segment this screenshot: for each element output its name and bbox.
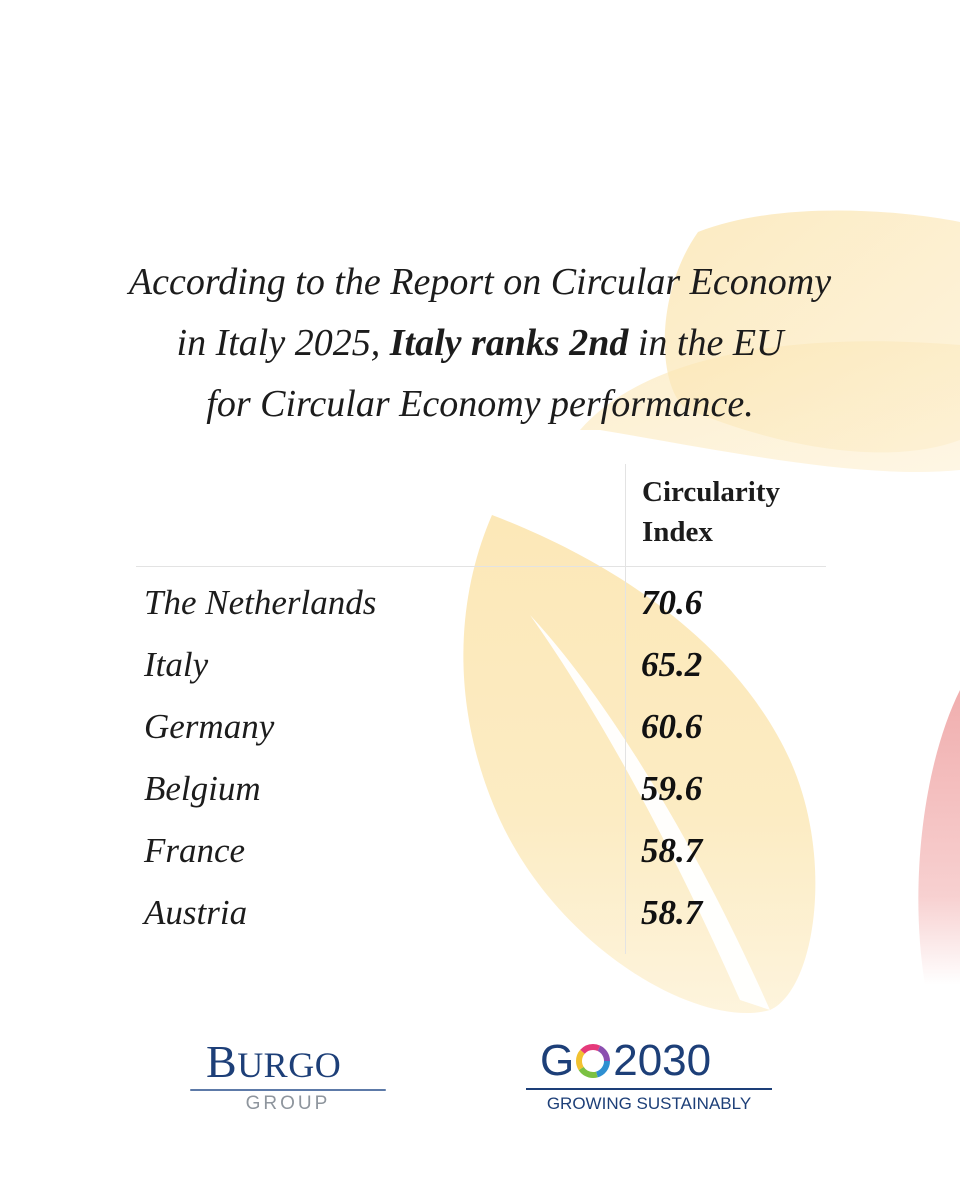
country-name: Austria (144, 893, 248, 932)
circularity-score: 65.2 (641, 645, 703, 684)
go2030-tagline: GROWING SUSTAINABLY (546, 1094, 752, 1113)
country-name: Germany (144, 707, 275, 746)
country-name: France (144, 831, 246, 870)
circularity-table: Circularity Index The Netherlands 70.6 I… (136, 464, 826, 954)
table-row: Belgium 59.6 (136, 758, 826, 820)
table-row: The Netherlands 70.6 (136, 572, 826, 634)
burgo-rest: URGO (237, 1045, 342, 1085)
go2030-number: 2030 (613, 1036, 712, 1085)
circularity-score: 70.6 (641, 583, 703, 622)
circularity-score: 58.7 (641, 831, 703, 870)
column-header-line-2: Index (642, 516, 713, 548)
table-row: Italy 65.2 (136, 634, 826, 696)
table-row: Germany 60.6 (136, 696, 826, 758)
headline-line-2-pre: in Italy 2025, (176, 322, 390, 364)
headline-line-2: in Italy 2025, Italy ranks 2nd in the EU (90, 313, 870, 374)
circularity-score: 60.6 (641, 707, 703, 746)
circularity-score: 59.6 (641, 769, 703, 808)
burgo-group-logo: BURGO GROUP (190, 1036, 390, 1116)
go2030-swoosh (526, 1088, 772, 1090)
go2030-logo: G 2030 GROWING SUSTAINABLY (526, 1036, 776, 1116)
burgo-initial: B (206, 1036, 238, 1087)
leaf-red-right (918, 690, 960, 985)
country-name: The Netherlands (144, 583, 377, 622)
column-divider (625, 464, 626, 954)
country-name: Belgium (144, 769, 261, 808)
go2030-wordmark: G 2030 (540, 1036, 711, 1086)
multicolor-ring-icon (576, 1044, 611, 1078)
column-header-line-1: Circularity (642, 476, 780, 508)
column-header: Circularity Index (642, 472, 822, 552)
leaf-vein (530, 615, 770, 1010)
headline-emphasis: Italy ranks 2nd (389, 322, 629, 364)
burgo-wordmark: BURGO (206, 1036, 341, 1091)
headline-line-2-post: in the EU (628, 322, 784, 364)
headline-line-3: for Circular Economy performance. (206, 383, 754, 425)
leaf-mid-right (580, 341, 960, 472)
table-row: Austria 58.7 (136, 882, 826, 944)
go2030-prefix: G (540, 1036, 575, 1085)
circularity-score: 58.7 (641, 893, 703, 932)
headline-line-1: According to the Report on Circular Econ… (128, 261, 832, 303)
country-name: Italy (144, 645, 209, 684)
headline: According to the Report on Circular Econ… (90, 252, 870, 435)
burgo-swoosh (190, 1089, 386, 1091)
header-divider (136, 566, 826, 567)
table-row: France 58.7 (136, 820, 826, 882)
burgo-subtitle: GROUP (245, 1093, 331, 1114)
